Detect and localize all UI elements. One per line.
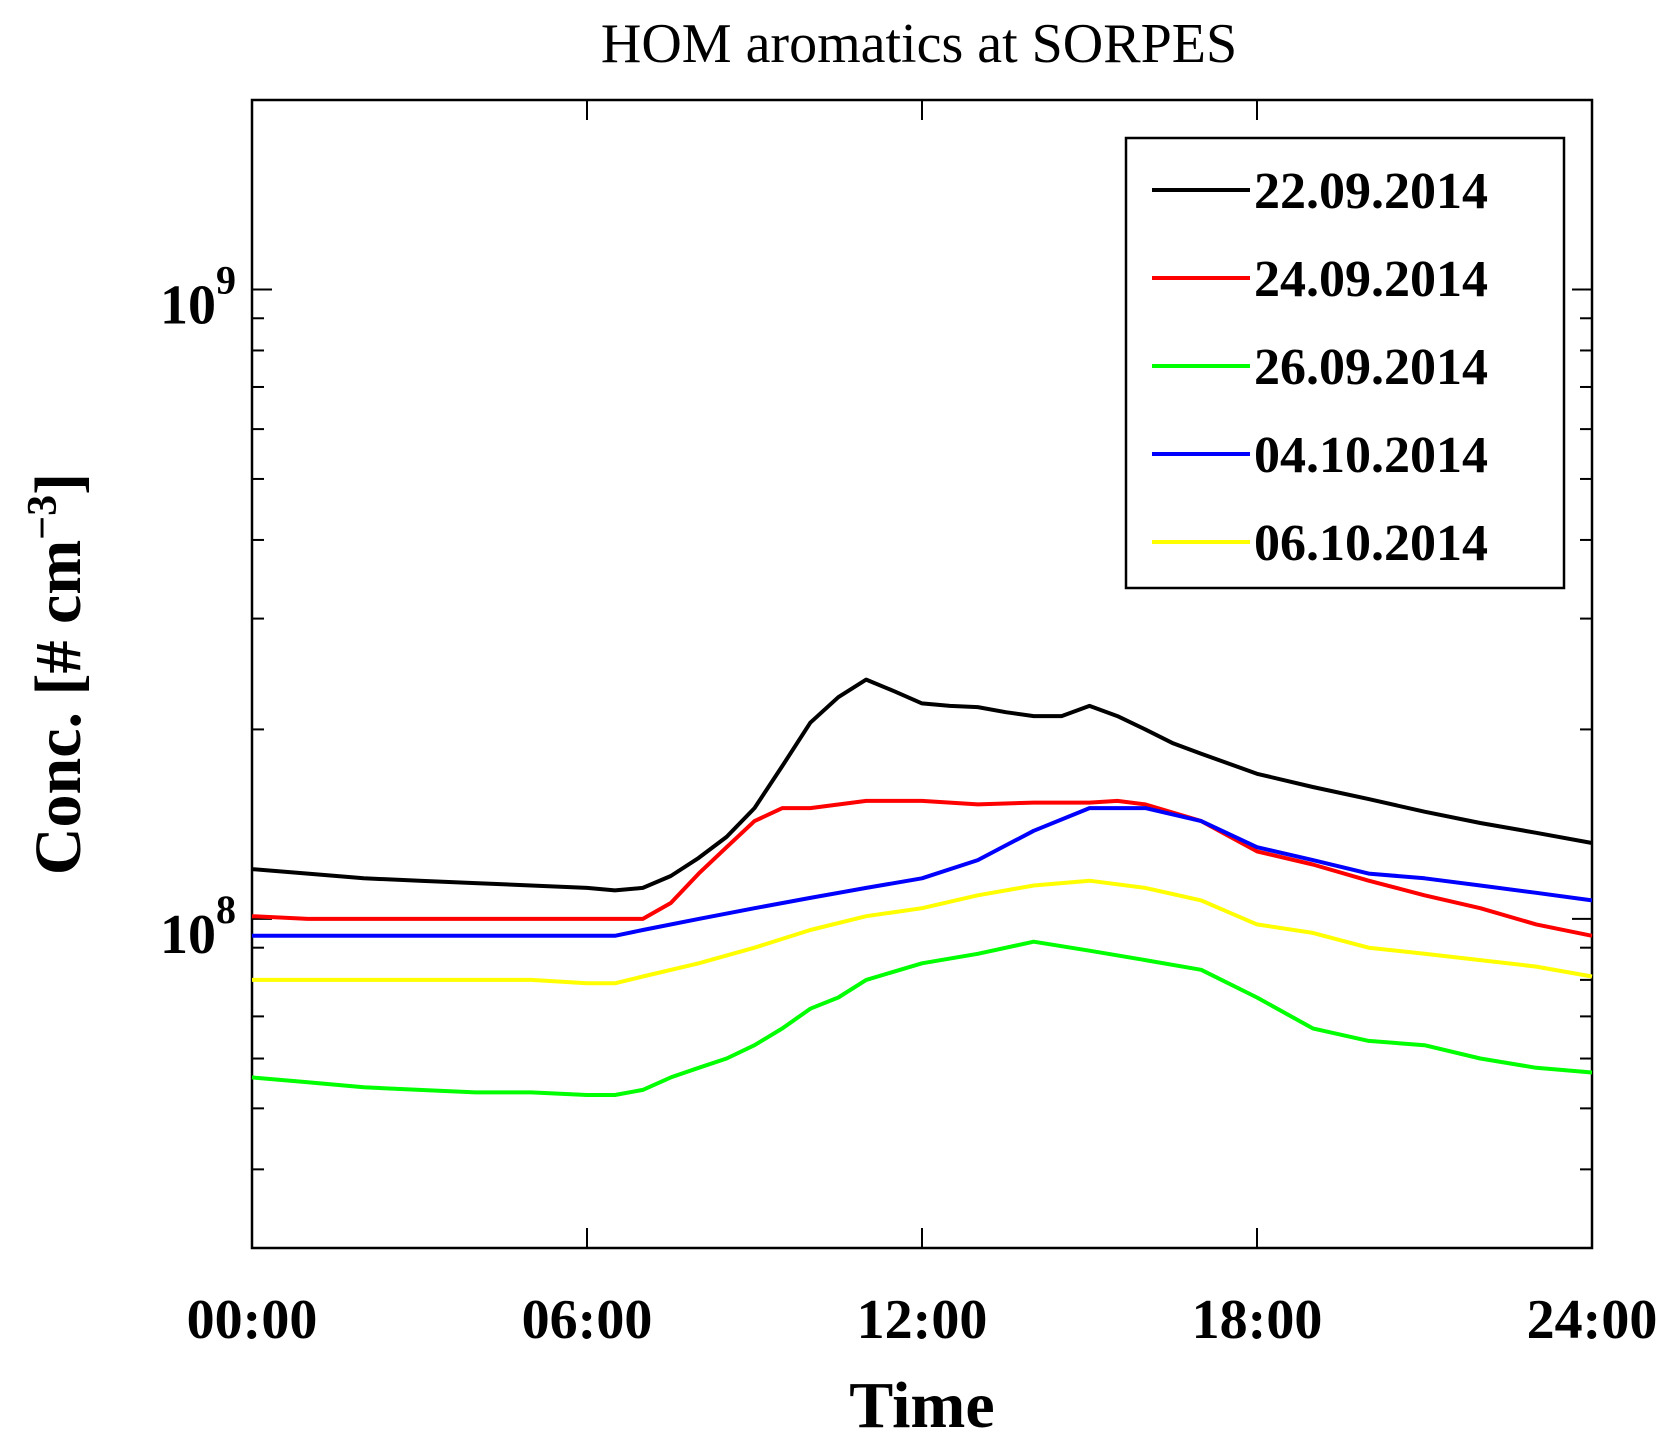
- x-tick-label: 18:00: [1192, 1289, 1323, 1351]
- x-tick-label: 24:00: [1527, 1289, 1658, 1351]
- series-line: [251, 677, 1593, 893]
- legend-label: 06.10.2014: [1254, 515, 1488, 572]
- series-line: [251, 798, 1593, 938]
- series-line: [252, 878, 1593, 986]
- y-axis-label: Conc. [# cm−3]: [20, 473, 95, 875]
- legend-label: 26.09.2014: [1254, 339, 1488, 396]
- x-tick-label: 06:00: [522, 1289, 653, 1351]
- series-line: [251, 939, 1593, 1097]
- chart-title: HOM aromatics at SORPES: [601, 13, 1237, 75]
- y-tick-label: 108: [160, 887, 236, 966]
- legend: 22.09.2014 24.09.2014 26.09.2014 04.10.2014…: [1124, 136, 1566, 590]
- legend-label: 22.09.2014: [1254, 163, 1488, 220]
- y-tick-label: 109: [160, 257, 236, 336]
- x-axis-label: Time: [849, 1369, 994, 1437]
- legend-box: [1124, 136, 1566, 590]
- y-axis: 108 109: [160, 257, 236, 965]
- series-layer: [251, 677, 1593, 1097]
- legend-label: 24.09.2014: [1254, 251, 1488, 308]
- legend-label: 04.10.2014: [1254, 427, 1488, 484]
- x-tick-label: 00:00: [187, 1289, 318, 1351]
- x-tick-label: 12:00: [857, 1289, 988, 1351]
- x-axis: 00:00 06:00 12:00 18:00 24:00: [187, 100, 1658, 1351]
- series-line: [252, 806, 1593, 938]
- minor-ticks: [252, 99, 1592, 1249]
- y-axis-label-exponent: −3: [20, 495, 66, 540]
